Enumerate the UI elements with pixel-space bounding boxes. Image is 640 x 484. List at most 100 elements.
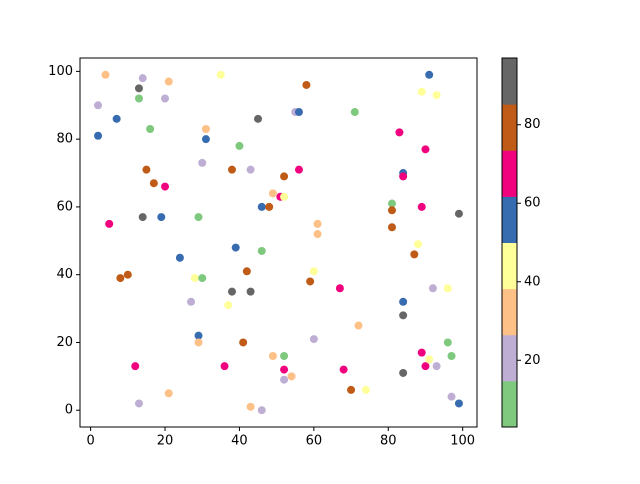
colorbar-segment [502,242,517,290]
point [339,365,348,374]
point [447,352,456,361]
point [268,189,277,198]
point [425,70,434,79]
point [361,385,370,394]
x-tick-label: 60 [306,434,323,449]
point [194,331,203,340]
point [280,192,289,201]
point [175,253,184,262]
point [399,172,408,181]
colorbar-segment [502,288,517,336]
point [161,182,170,191]
point [280,365,289,374]
point [227,165,236,174]
colorbar-tick-label: 80 [524,117,541,132]
colorbar-tick-label: 60 [524,196,541,211]
point [399,368,408,377]
point [257,202,266,211]
point [313,219,322,228]
point [428,284,437,293]
colorbar-segment [502,58,517,105]
axes-frame [79,57,478,428]
point [432,362,441,371]
point [131,362,140,371]
point [309,267,318,276]
point [112,114,121,123]
point [395,128,404,137]
point [280,375,289,384]
point [417,348,426,357]
point [198,158,207,167]
point [387,206,396,215]
point [417,202,426,211]
point [354,321,363,330]
colorbar-tick-label: 20 [524,353,541,368]
point [194,213,203,222]
point [443,284,452,293]
point [94,131,103,140]
point [142,165,151,174]
point [280,172,289,181]
point [101,70,110,79]
y-tick-label: 100 [48,64,73,79]
point [257,246,266,255]
y-tick-label: 40 [56,267,73,282]
point [231,243,240,252]
point [254,114,263,123]
point [187,297,196,306]
point [350,108,359,117]
point [294,165,303,174]
point [306,277,315,286]
point [134,399,143,408]
point [194,338,203,347]
x-tick-label: 0 [86,434,94,449]
point [220,362,229,371]
point [157,213,166,222]
point [224,301,233,310]
point [94,101,103,110]
point [280,352,289,361]
x-tick-label: 40 [231,434,248,449]
point [161,94,170,103]
point [294,108,303,117]
point [134,94,143,103]
point [399,311,408,320]
x-tick-label: 80 [380,434,397,449]
point [309,335,318,344]
point [410,250,419,259]
point [246,165,255,174]
point [198,274,207,283]
point [257,406,266,415]
point [239,338,248,347]
point [414,240,423,249]
point [149,179,158,188]
point [105,219,114,228]
point [235,141,244,150]
point [417,87,426,96]
y-tick-label: 60 [56,199,73,214]
point [447,392,456,401]
colorbar-segment [502,380,517,428]
x-tick-label: 100 [450,434,475,449]
point [265,202,274,211]
point [454,209,463,218]
point [443,338,452,347]
point [164,389,173,398]
y-tick-label: 20 [56,335,73,350]
x-tick-label: 20 [157,434,174,449]
point [425,355,434,364]
point [246,287,255,296]
point [335,284,344,293]
point [201,135,210,144]
colorbar-segment [502,104,517,151]
colorbar-tick-label: 40 [524,274,541,289]
point [302,80,311,89]
point [399,297,408,306]
y-tick-label: 0 [65,403,73,418]
point [287,372,296,381]
point [164,77,173,86]
point [134,84,143,93]
point [190,274,199,283]
